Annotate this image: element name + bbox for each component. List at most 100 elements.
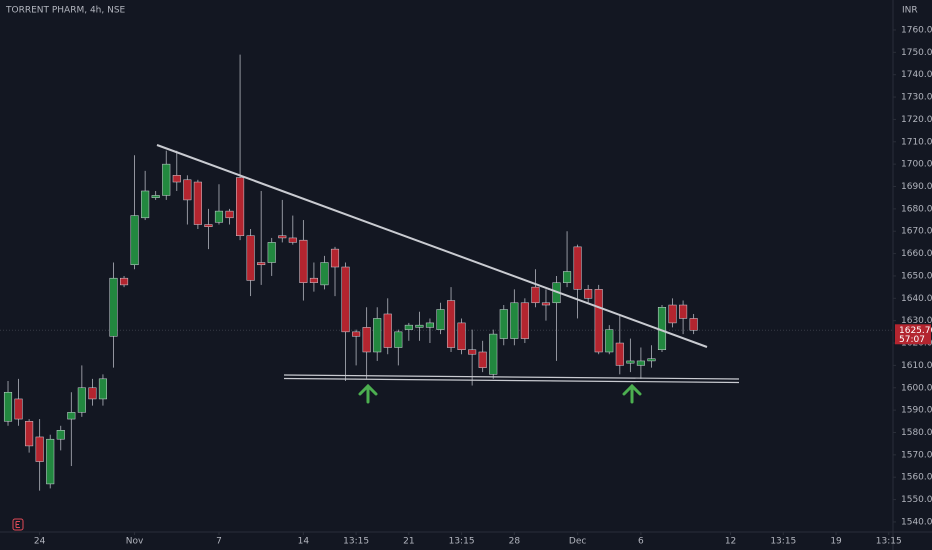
y-tick-label: 1740.00: [901, 70, 932, 80]
y-tick-label: 1690.00: [901, 182, 932, 192]
candle-body: [109, 277, 118, 337]
candle-body: [172, 175, 181, 183]
candle-body: [404, 324, 413, 330]
candle-body: [98, 378, 107, 400]
x-tick-label: 13:15: [449, 537, 475, 547]
y-tick-label: 1600.00: [901, 383, 932, 393]
candle-body: [130, 215, 139, 266]
events-icon[interactable]: [12, 518, 24, 531]
last-price-tag: [895, 324, 931, 345]
x-tick-label: 13:15: [876, 537, 902, 547]
candle-body: [615, 342, 624, 366]
up-arrow: [358, 383, 378, 404]
y-tick-label: 1570.00: [901, 450, 932, 460]
candle-body: [225, 210, 234, 219]
candle-body: [214, 210, 224, 223]
candle-body: [267, 242, 276, 263]
x-tick-label: 21: [403, 537, 414, 547]
candle-body: [636, 360, 645, 366]
y-tick-label: 1760.00: [901, 25, 932, 35]
candle-body: [436, 309, 445, 330]
candle-body: [679, 304, 688, 319]
candle-body: [457, 322, 466, 350]
candle-body: [204, 224, 213, 228]
candle-body: [183, 179, 192, 201]
candle-body: [394, 331, 403, 348]
x-tick-label: 28: [509, 537, 521, 547]
candle-body: [352, 331, 361, 337]
y-tick-label: 1680.00: [901, 204, 932, 214]
candle-body: [383, 313, 392, 348]
candle-body: [531, 286, 540, 304]
currency-label: INR: [902, 6, 918, 16]
x-tick-label: 12: [725, 537, 736, 547]
candle-body: [341, 266, 350, 333]
candle-body: [257, 262, 266, 266]
candle-body: [563, 271, 572, 283]
trend-line: [156, 144, 708, 348]
candle-body: [647, 358, 656, 362]
candle-body: [415, 324, 424, 328]
candle-body: [193, 181, 202, 225]
candle-body: [478, 351, 487, 368]
candle-body: [489, 333, 498, 375]
candle-body: [594, 289, 603, 353]
y-tick-label: 1590.00: [901, 406, 932, 416]
candle-body: [56, 430, 65, 440]
y-tick-label: 1660.00: [901, 249, 932, 259]
x-tick-label: 6: [638, 537, 644, 547]
candle-body: [25, 421, 34, 447]
candle-body: [499, 309, 508, 339]
y-tick-label: 1640.00: [901, 294, 932, 304]
y-tick-label: 1710.00: [901, 137, 932, 147]
candle-body: [584, 289, 593, 299]
x-tick-label: Nov: [126, 537, 144, 547]
y-tick-label: 1700.00: [901, 160, 932, 170]
candle-body: [14, 398, 23, 420]
x-tick-label: 13:15: [343, 537, 369, 547]
candle-body: [119, 277, 129, 286]
chart-title: TORRENT PHARM, 4h, NSE: [5, 6, 126, 16]
x-tick-label: Dec: [569, 537, 586, 547]
up-arrow: [622, 383, 642, 404]
candle-body: [309, 277, 318, 283]
candle-body: [35, 436, 44, 462]
candle-body: [689, 318, 698, 331]
candle-body: [246, 235, 255, 281]
y-tick-label: 1670.00: [901, 227, 932, 237]
y-tick-label: 1550.00: [901, 495, 932, 505]
candle-body: [278, 235, 287, 239]
x-tick-label: 19: [830, 537, 842, 547]
x-tick-label: 13:15: [770, 537, 796, 547]
candle-body: [362, 327, 371, 353]
y-tick-label: 1720.00: [901, 115, 932, 125]
candle-body: [67, 412, 76, 420]
y-tick-label: 1560.00: [901, 473, 932, 483]
candle-body: [520, 302, 529, 339]
candle-body: [162, 163, 171, 196]
candle-body: [3, 391, 13, 422]
candle-body: [330, 248, 340, 268]
y-tick-label: 1730.00: [901, 93, 932, 103]
candle-body: [510, 302, 519, 339]
candle-body: [605, 329, 614, 353]
candle-body: [288, 237, 297, 243]
x-tick-label: 24: [34, 537, 46, 547]
support-line: [283, 377, 740, 384]
candle-body: [626, 360, 635, 364]
candle-body: [446, 300, 456, 348]
events-icon-glyph: [15, 521, 20, 528]
y-tick-label: 1630.00: [901, 316, 932, 326]
candle-body: [373, 318, 382, 353]
candle-body: [320, 262, 329, 286]
y-tick-label: 1650.00: [901, 271, 932, 281]
candle-body: [573, 246, 582, 290]
candle-body: [299, 239, 308, 283]
y-tick-label: 1580.00: [901, 428, 932, 438]
y-tick-label: 1610.00: [901, 361, 932, 371]
candle-body: [141, 190, 150, 219]
